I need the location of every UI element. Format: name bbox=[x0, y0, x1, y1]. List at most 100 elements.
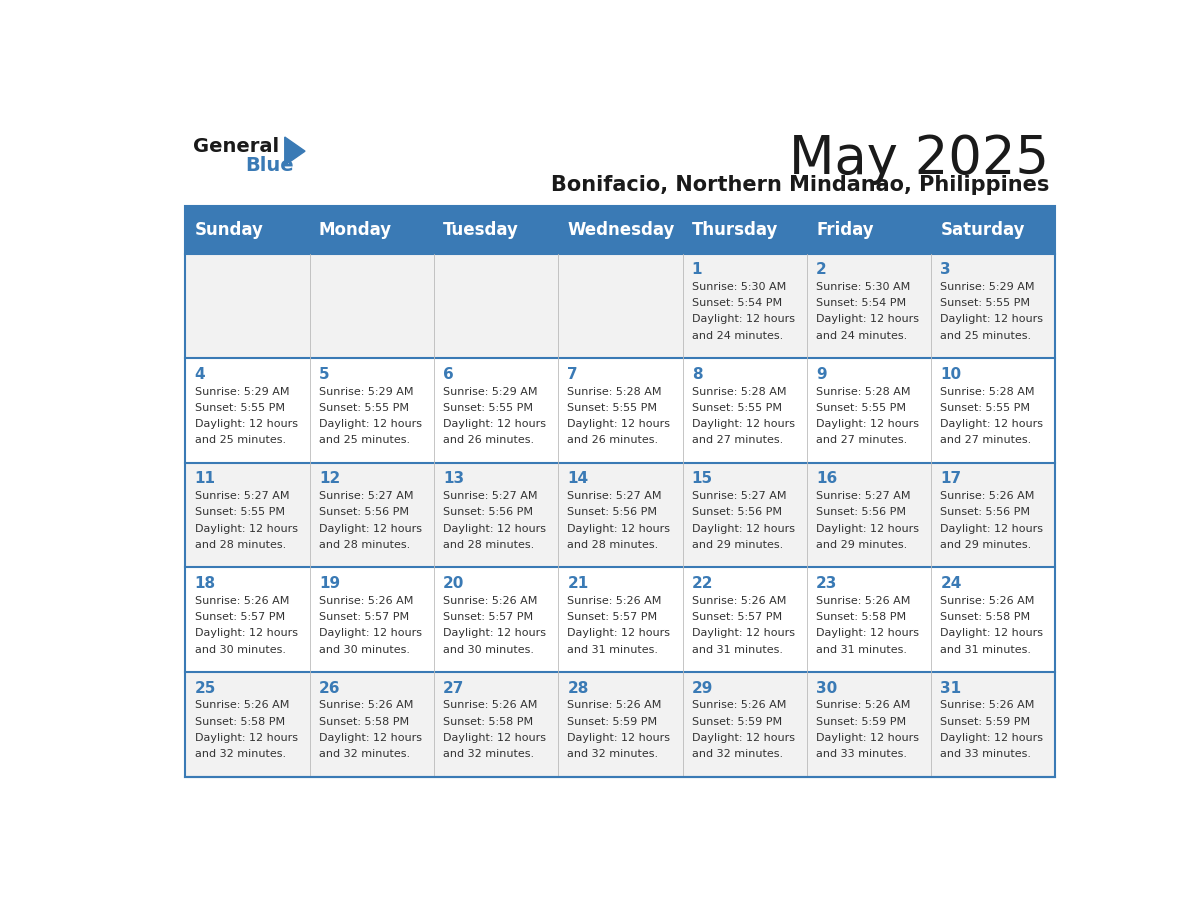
Text: Blue: Blue bbox=[245, 156, 293, 175]
Text: and 30 minutes.: and 30 minutes. bbox=[195, 644, 285, 655]
Text: Sunrise: 5:26 AM: Sunrise: 5:26 AM bbox=[940, 700, 1035, 711]
Text: and 27 minutes.: and 27 minutes. bbox=[691, 435, 783, 445]
Text: Sunrise: 5:27 AM: Sunrise: 5:27 AM bbox=[443, 491, 538, 501]
Text: Sunrise: 5:26 AM: Sunrise: 5:26 AM bbox=[195, 596, 289, 606]
Text: Daylight: 12 hours: Daylight: 12 hours bbox=[443, 733, 546, 743]
FancyBboxPatch shape bbox=[185, 253, 1055, 358]
Text: Sunset: 5:55 PM: Sunset: 5:55 PM bbox=[940, 403, 1030, 413]
Text: Sunrise: 5:26 AM: Sunrise: 5:26 AM bbox=[691, 596, 786, 606]
Text: Sunset: 5:58 PM: Sunset: 5:58 PM bbox=[940, 612, 1030, 622]
Text: and 24 minutes.: and 24 minutes. bbox=[691, 330, 783, 341]
Text: Daylight: 12 hours: Daylight: 12 hours bbox=[443, 523, 546, 533]
Text: 9: 9 bbox=[816, 367, 827, 382]
Text: Daylight: 12 hours: Daylight: 12 hours bbox=[195, 419, 297, 429]
Text: Sunset: 5:57 PM: Sunset: 5:57 PM bbox=[195, 612, 285, 622]
Text: Sunset: 5:55 PM: Sunset: 5:55 PM bbox=[691, 403, 782, 413]
Text: Sunset: 5:56 PM: Sunset: 5:56 PM bbox=[318, 508, 409, 518]
Text: Wednesday: Wednesday bbox=[568, 220, 675, 239]
Text: 26: 26 bbox=[318, 680, 340, 696]
Text: 29: 29 bbox=[691, 680, 713, 696]
FancyBboxPatch shape bbox=[185, 672, 1055, 777]
Text: May 2025: May 2025 bbox=[789, 133, 1049, 185]
Text: and 31 minutes.: and 31 minutes. bbox=[940, 644, 1031, 655]
Text: 21: 21 bbox=[568, 576, 589, 591]
Text: 10: 10 bbox=[940, 367, 961, 382]
Text: Sunrise: 5:26 AM: Sunrise: 5:26 AM bbox=[318, 596, 413, 606]
Text: and 28 minutes.: and 28 minutes. bbox=[568, 540, 658, 550]
Text: Sunrise: 5:27 AM: Sunrise: 5:27 AM bbox=[691, 491, 786, 501]
Text: Sunset: 5:58 PM: Sunset: 5:58 PM bbox=[318, 717, 409, 727]
Text: Sunrise: 5:26 AM: Sunrise: 5:26 AM bbox=[443, 700, 537, 711]
Text: Sunset: 5:57 PM: Sunset: 5:57 PM bbox=[318, 612, 409, 622]
Text: Daylight: 12 hours: Daylight: 12 hours bbox=[443, 628, 546, 638]
Text: Daylight: 12 hours: Daylight: 12 hours bbox=[195, 733, 297, 743]
Text: Bonifacio, Northern Mindanao, Philippines: Bonifacio, Northern Mindanao, Philippine… bbox=[550, 175, 1049, 196]
Text: 4: 4 bbox=[195, 367, 206, 382]
Text: Daylight: 12 hours: Daylight: 12 hours bbox=[816, 628, 920, 638]
Text: Daylight: 12 hours: Daylight: 12 hours bbox=[816, 523, 920, 533]
Text: Daylight: 12 hours: Daylight: 12 hours bbox=[816, 733, 920, 743]
Text: Sunset: 5:58 PM: Sunset: 5:58 PM bbox=[195, 717, 285, 727]
Text: Sunrise: 5:28 AM: Sunrise: 5:28 AM bbox=[691, 386, 786, 397]
Text: Sunrise: 5:26 AM: Sunrise: 5:26 AM bbox=[940, 596, 1035, 606]
Text: 12: 12 bbox=[318, 471, 340, 487]
Text: Sunset: 5:57 PM: Sunset: 5:57 PM bbox=[568, 612, 657, 622]
Text: and 24 minutes.: and 24 minutes. bbox=[816, 330, 908, 341]
Text: 14: 14 bbox=[568, 471, 588, 487]
Text: 5: 5 bbox=[318, 367, 329, 382]
Text: 17: 17 bbox=[940, 471, 961, 487]
Text: and 30 minutes.: and 30 minutes. bbox=[443, 644, 535, 655]
Text: Sunrise: 5:27 AM: Sunrise: 5:27 AM bbox=[195, 491, 289, 501]
Text: and 27 minutes.: and 27 minutes. bbox=[940, 435, 1031, 445]
Text: Daylight: 12 hours: Daylight: 12 hours bbox=[691, 419, 795, 429]
Text: Friday: Friday bbox=[816, 220, 873, 239]
Text: Daylight: 12 hours: Daylight: 12 hours bbox=[318, 733, 422, 743]
Text: Daylight: 12 hours: Daylight: 12 hours bbox=[940, 733, 1043, 743]
Text: Sunset: 5:58 PM: Sunset: 5:58 PM bbox=[443, 717, 533, 727]
FancyBboxPatch shape bbox=[185, 206, 1055, 253]
Text: Daylight: 12 hours: Daylight: 12 hours bbox=[691, 315, 795, 324]
Text: and 25 minutes.: and 25 minutes. bbox=[940, 330, 1031, 341]
Text: Sunrise: 5:30 AM: Sunrise: 5:30 AM bbox=[691, 282, 786, 292]
Text: 3: 3 bbox=[940, 263, 950, 277]
Text: 11: 11 bbox=[195, 471, 215, 487]
Text: 28: 28 bbox=[568, 680, 589, 696]
Text: and 33 minutes.: and 33 minutes. bbox=[816, 749, 906, 759]
Text: 6: 6 bbox=[443, 367, 454, 382]
Text: Daylight: 12 hours: Daylight: 12 hours bbox=[318, 523, 422, 533]
Text: and 29 minutes.: and 29 minutes. bbox=[940, 540, 1031, 550]
Text: 7: 7 bbox=[568, 367, 579, 382]
Text: and 32 minutes.: and 32 minutes. bbox=[318, 749, 410, 759]
Text: Daylight: 12 hours: Daylight: 12 hours bbox=[816, 419, 920, 429]
Text: 30: 30 bbox=[816, 680, 838, 696]
Text: Sunrise: 5:26 AM: Sunrise: 5:26 AM bbox=[691, 700, 786, 711]
Text: 13: 13 bbox=[443, 471, 465, 487]
Text: Daylight: 12 hours: Daylight: 12 hours bbox=[568, 523, 670, 533]
Text: Sunset: 5:55 PM: Sunset: 5:55 PM bbox=[443, 403, 533, 413]
Text: Sunset: 5:54 PM: Sunset: 5:54 PM bbox=[816, 298, 906, 308]
Text: and 28 minutes.: and 28 minutes. bbox=[195, 540, 286, 550]
Text: Sunset: 5:55 PM: Sunset: 5:55 PM bbox=[568, 403, 657, 413]
Text: Sunrise: 5:26 AM: Sunrise: 5:26 AM bbox=[940, 491, 1035, 501]
Text: Sunrise: 5:27 AM: Sunrise: 5:27 AM bbox=[816, 491, 910, 501]
Text: Sunrise: 5:27 AM: Sunrise: 5:27 AM bbox=[318, 491, 413, 501]
Text: Sunset: 5:59 PM: Sunset: 5:59 PM bbox=[816, 717, 906, 727]
Text: and 26 minutes.: and 26 minutes. bbox=[568, 435, 658, 445]
Text: Sunset: 5:54 PM: Sunset: 5:54 PM bbox=[691, 298, 782, 308]
FancyBboxPatch shape bbox=[185, 463, 1055, 567]
Text: 8: 8 bbox=[691, 367, 702, 382]
Text: 23: 23 bbox=[816, 576, 838, 591]
Text: Sunrise: 5:26 AM: Sunrise: 5:26 AM bbox=[318, 700, 413, 711]
Text: Daylight: 12 hours: Daylight: 12 hours bbox=[940, 419, 1043, 429]
Text: and 31 minutes.: and 31 minutes. bbox=[568, 644, 658, 655]
Text: Tuesday: Tuesday bbox=[443, 220, 519, 239]
Polygon shape bbox=[285, 137, 305, 165]
Text: and 27 minutes.: and 27 minutes. bbox=[816, 435, 908, 445]
Text: Daylight: 12 hours: Daylight: 12 hours bbox=[816, 315, 920, 324]
Text: 1: 1 bbox=[691, 263, 702, 277]
Text: 24: 24 bbox=[940, 576, 961, 591]
Text: 27: 27 bbox=[443, 680, 465, 696]
Text: 18: 18 bbox=[195, 576, 216, 591]
Text: Sunset: 5:59 PM: Sunset: 5:59 PM bbox=[940, 717, 1030, 727]
Text: Sunset: 5:58 PM: Sunset: 5:58 PM bbox=[816, 612, 906, 622]
